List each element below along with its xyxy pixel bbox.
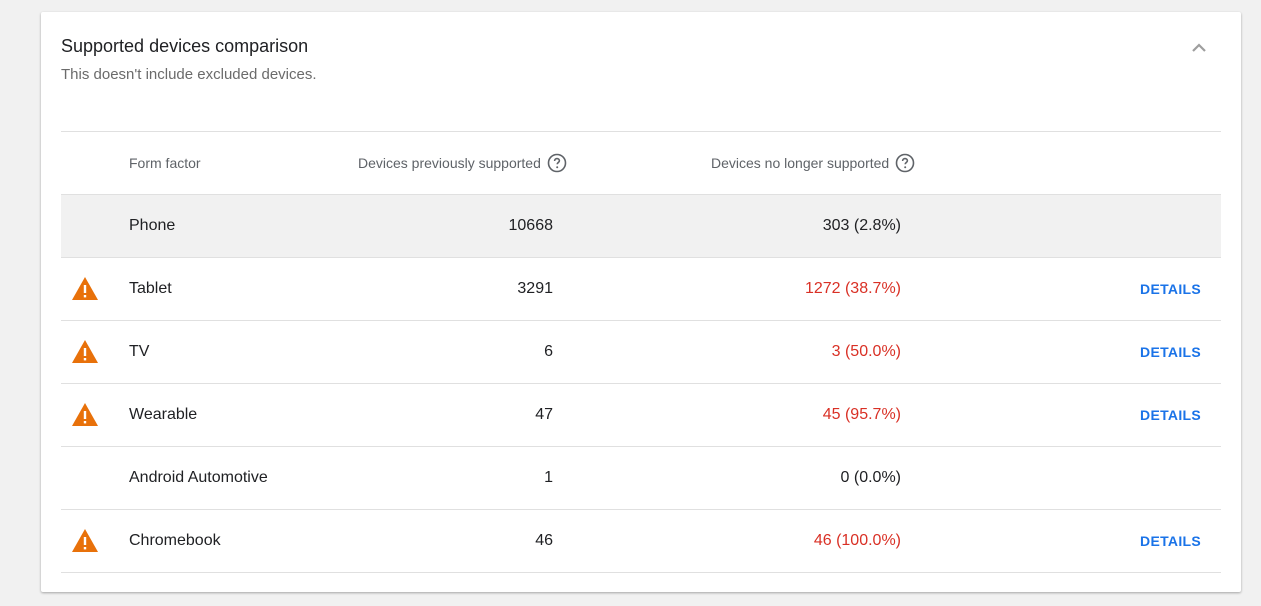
table-row: TV 6 3 (50.0%) DETAILS <box>61 321 1221 384</box>
panel-subtitle: This doesn't include excluded devices. <box>61 66 317 83</box>
warning-cell <box>71 510 101 572</box>
warning-cell <box>71 321 101 383</box>
panel-title: Supported devices comparison <box>61 36 309 56</box>
form-factor-cell: Android Automotive <box>129 469 268 486</box>
header-previously-supported-label: Devices previously supported <box>358 155 541 171</box>
warning-icon <box>72 277 98 300</box>
lost-count-cell: 1272 (38.7%) <box>804 280 901 297</box>
form-factor-cell: TV <box>129 343 150 360</box>
warning-icon <box>72 340 98 363</box>
warning-icon <box>72 403 98 426</box>
help-circle-icon[interactable] <box>547 153 567 173</box>
supported-devices-card: Supported devices comparison This doesn'… <box>41 12 1241 592</box>
previous-count-cell: 3291 <box>517 280 553 297</box>
table-row: Wearable 47 45 (95.7%) DETAILS <box>61 384 1221 447</box>
previous-count-cell: 47 <box>535 406 553 423</box>
previous-count-cell: 46 <box>535 532 553 549</box>
table-row: Android Automotive 1 0 (0.0%) <box>61 447 1221 510</box>
table-header-row: Form factor Devices previously supported… <box>61 132 1221 195</box>
warning-cell <box>71 384 101 446</box>
lost-count-cell: 3 (50.0%) <box>831 343 901 360</box>
devices-table: Form factor Devices previously supported… <box>61 131 1221 573</box>
details-button[interactable]: DETAILS <box>1140 344 1201 360</box>
lost-count-cell: 45 (95.7%) <box>822 406 901 423</box>
table-row: Phone 10668 303 (2.8%) <box>61 195 1221 258</box>
lost-count-cell: 46 (100.0%) <box>813 532 901 549</box>
header-no-longer-supported: Devices no longer supported <box>711 132 915 194</box>
previous-count-cell: 10668 <box>508 217 554 234</box>
form-factor-cell: Chromebook <box>129 532 221 549</box>
table-row: Tablet 3291 1272 (38.7%) DETAILS <box>61 258 1221 321</box>
warning-icon <box>72 529 98 552</box>
chevron-up-icon <box>1192 43 1206 52</box>
previous-count-cell: 1 <box>544 469 553 486</box>
collapse-button[interactable] <box>1187 38 1211 58</box>
previous-count-cell: 6 <box>544 343 553 360</box>
header-previously-supported: Devices previously supported <box>358 132 567 194</box>
lost-count-cell: 303 (2.8%) <box>822 217 901 234</box>
help-circle-icon[interactable] <box>895 153 915 173</box>
header-no-longer-supported-label: Devices no longer supported <box>711 155 890 171</box>
details-button[interactable]: DETAILS <box>1140 533 1201 549</box>
details-button[interactable]: DETAILS <box>1140 281 1201 297</box>
table-row: Chromebook 46 46 (100.0%) DETAILS <box>61 510 1221 573</box>
form-factor-cell: Wearable <box>129 406 198 423</box>
header-form-factor: Form factor <box>129 155 201 171</box>
details-button[interactable]: DETAILS <box>1140 407 1201 423</box>
form-factor-cell: Tablet <box>129 280 172 297</box>
lost-count-cell: 0 (0.0%) <box>840 469 901 486</box>
form-factor-cell: Phone <box>129 217 176 234</box>
warning-cell <box>71 258 101 320</box>
